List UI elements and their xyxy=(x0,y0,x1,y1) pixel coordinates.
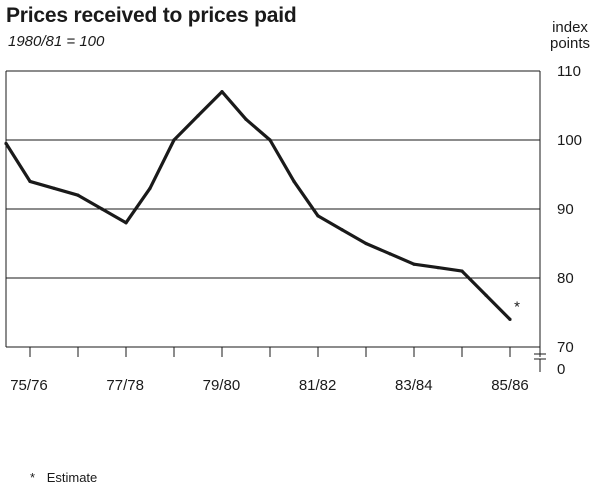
estimate-marker: * xyxy=(514,298,520,315)
data-point xyxy=(268,138,272,142)
data-point xyxy=(76,193,80,197)
chart-title: Prices received to prices paid xyxy=(6,4,297,27)
y-tick-label: 100 xyxy=(557,132,582,149)
data-point xyxy=(412,262,416,266)
data-point xyxy=(172,138,176,142)
data-point xyxy=(28,179,32,183)
data-point xyxy=(244,117,248,121)
footnote: * Estimate xyxy=(30,470,97,485)
x-tick-label: 77/78 xyxy=(106,377,144,394)
data-point xyxy=(220,90,224,94)
y-tick-label: 110 xyxy=(557,63,581,80)
data-point xyxy=(364,241,368,246)
series-line xyxy=(4,90,512,321)
y-axis-unit-label: index points xyxy=(540,20,600,52)
x-tick-label: 83/84 xyxy=(395,377,433,394)
x-tick-label: 75/76 xyxy=(10,377,48,394)
data-point xyxy=(292,179,296,183)
x-tick-label: 85/86 xyxy=(491,377,529,394)
data-point xyxy=(484,293,488,297)
y-axis-unit-line-2: points xyxy=(549,35,591,52)
data-point xyxy=(508,317,512,321)
y-axis-unit-line-1: index xyxy=(552,19,588,36)
y-tick-label: 90 xyxy=(557,201,574,218)
y-tick-label: 80 xyxy=(557,270,574,287)
x-tick-label: 79/80 xyxy=(203,377,241,394)
data-point xyxy=(4,141,8,146)
data-point xyxy=(388,252,392,256)
data-point xyxy=(100,207,104,211)
footnote-text: Estimate xyxy=(46,470,98,485)
data-point xyxy=(124,221,128,225)
footnote-symbol: * xyxy=(30,470,36,485)
data-point xyxy=(52,186,56,190)
x-tick-label: 81/82 xyxy=(299,377,337,394)
data-point xyxy=(436,266,440,270)
data-point xyxy=(460,269,464,273)
y-tick-label: 0 xyxy=(557,361,565,378)
y-tick-label: 70 xyxy=(557,339,574,356)
data-point xyxy=(340,228,344,232)
data-point xyxy=(196,114,200,118)
chart-subtitle: 1980/81 = 100 xyxy=(8,33,105,50)
data-point xyxy=(316,214,320,218)
data-point xyxy=(148,186,152,190)
